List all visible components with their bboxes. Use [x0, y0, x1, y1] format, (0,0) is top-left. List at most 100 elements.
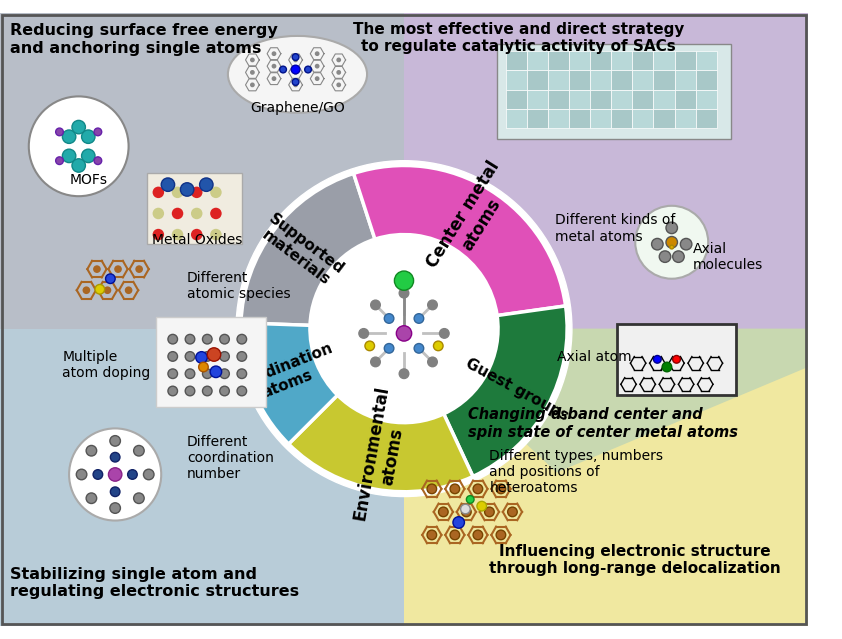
Circle shape [220, 351, 229, 361]
Circle shape [180, 183, 194, 196]
FancyBboxPatch shape [569, 70, 590, 89]
FancyBboxPatch shape [695, 109, 717, 128]
FancyBboxPatch shape [590, 51, 611, 70]
Circle shape [29, 96, 129, 196]
Circle shape [666, 236, 678, 248]
Circle shape [473, 484, 482, 494]
FancyBboxPatch shape [653, 70, 674, 89]
Circle shape [86, 445, 97, 456]
FancyBboxPatch shape [632, 70, 653, 89]
Circle shape [95, 284, 104, 294]
FancyBboxPatch shape [506, 89, 527, 109]
Circle shape [359, 328, 369, 338]
FancyBboxPatch shape [590, 89, 611, 109]
Circle shape [450, 484, 460, 494]
Circle shape [62, 130, 76, 143]
Polygon shape [0, 13, 808, 626]
FancyBboxPatch shape [674, 70, 695, 89]
Circle shape [152, 208, 164, 219]
Circle shape [110, 452, 120, 462]
Circle shape [69, 428, 161, 521]
Circle shape [128, 470, 137, 479]
FancyBboxPatch shape [527, 89, 548, 109]
Text: The most effective and direct strategy
to regulate catalytic activity of SACs: The most effective and direct strategy t… [353, 22, 684, 54]
Text: Influencing electronic structure
through long-range delocalization: Influencing electronic structure through… [489, 544, 781, 576]
Text: Different types, numbers
and positions of
heteroatoms: Different types, numbers and positions o… [489, 449, 663, 495]
Circle shape [195, 351, 207, 363]
Text: Axial
molecules: Axial molecules [693, 242, 763, 272]
Text: Different
atomic species: Different atomic species [187, 271, 290, 301]
FancyBboxPatch shape [147, 173, 242, 244]
Circle shape [384, 314, 394, 323]
Circle shape [508, 507, 517, 517]
Circle shape [336, 70, 341, 75]
FancyBboxPatch shape [611, 109, 632, 128]
Circle shape [134, 445, 144, 456]
Circle shape [292, 54, 299, 61]
Circle shape [83, 286, 90, 294]
Circle shape [653, 355, 661, 363]
Circle shape [143, 469, 154, 480]
Text: Stabilizing single atom and
regulating electronic structures: Stabilizing single atom and regulating e… [9, 567, 299, 599]
Text: Different kinds of
metal atoms: Different kinds of metal atoms [555, 213, 675, 243]
Circle shape [210, 208, 221, 219]
Circle shape [220, 386, 229, 396]
Circle shape [427, 484, 437, 494]
Circle shape [397, 326, 412, 341]
Circle shape [250, 70, 255, 75]
Circle shape [250, 58, 255, 63]
FancyBboxPatch shape [548, 109, 569, 128]
Polygon shape [404, 328, 808, 473]
Circle shape [191, 208, 202, 219]
FancyBboxPatch shape [632, 109, 653, 128]
Circle shape [272, 51, 276, 56]
FancyBboxPatch shape [527, 70, 548, 89]
Wedge shape [241, 173, 375, 325]
FancyBboxPatch shape [527, 51, 548, 70]
Circle shape [272, 76, 276, 81]
Circle shape [202, 386, 212, 396]
Circle shape [202, 369, 212, 378]
Text: Supported
materials: Supported materials [256, 212, 347, 291]
Polygon shape [0, 328, 404, 626]
Circle shape [496, 484, 506, 494]
Circle shape [109, 436, 120, 446]
Circle shape [427, 530, 437, 540]
Circle shape [666, 222, 678, 234]
Circle shape [56, 157, 63, 164]
Circle shape [152, 187, 164, 198]
FancyBboxPatch shape [590, 70, 611, 89]
FancyBboxPatch shape [506, 51, 527, 70]
Circle shape [236, 160, 572, 497]
Wedge shape [354, 166, 566, 316]
Circle shape [93, 265, 101, 273]
Circle shape [172, 208, 184, 219]
Circle shape [202, 334, 212, 344]
Circle shape [439, 507, 448, 517]
Circle shape [77, 469, 87, 480]
Text: Environmental
atoms: Environmental atoms [351, 385, 413, 526]
Circle shape [477, 502, 487, 511]
Circle shape [310, 235, 498, 422]
Circle shape [496, 530, 506, 540]
Circle shape [440, 328, 449, 338]
Text: Multiple
atom doping: Multiple atom doping [62, 350, 151, 380]
Circle shape [172, 229, 184, 240]
Wedge shape [289, 395, 473, 492]
Circle shape [399, 288, 409, 298]
Circle shape [191, 187, 202, 198]
FancyBboxPatch shape [506, 70, 527, 89]
Circle shape [291, 65, 300, 74]
Circle shape [237, 351, 247, 361]
Circle shape [237, 334, 247, 344]
Text: Metal Oxides: Metal Oxides [152, 233, 242, 247]
Circle shape [125, 286, 132, 294]
Circle shape [461, 507, 472, 517]
Text: Changing d-band center and
spin state of center metal atoms: Changing d-band center and spin state of… [468, 407, 738, 440]
Circle shape [210, 366, 221, 378]
Circle shape [72, 158, 85, 172]
Circle shape [680, 238, 692, 250]
Polygon shape [404, 13, 808, 328]
Circle shape [485, 507, 494, 517]
FancyBboxPatch shape [527, 109, 548, 128]
